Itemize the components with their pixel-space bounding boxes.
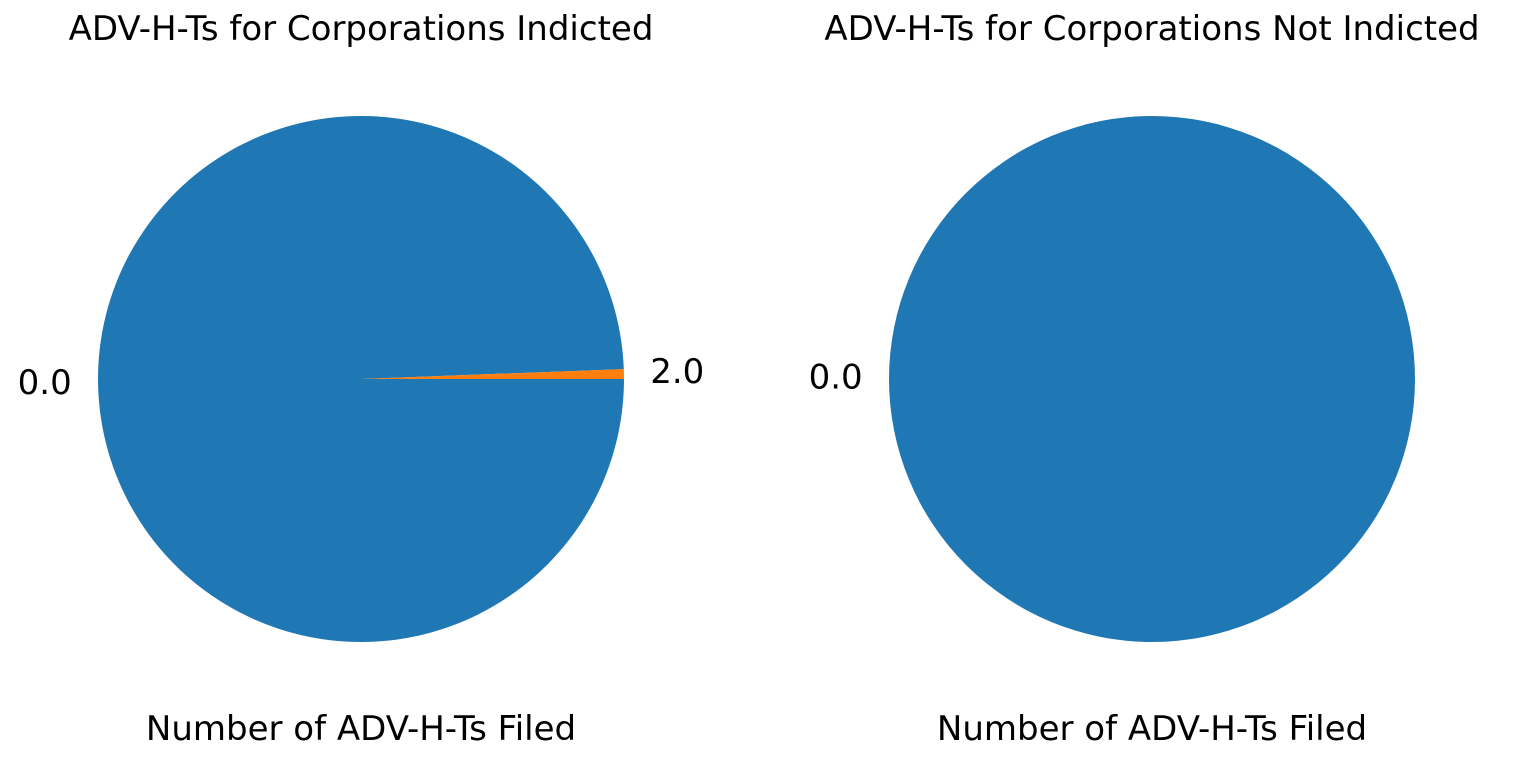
pie-slice-2-0 xyxy=(361,369,624,379)
pie-label-0-0: 0.0 xyxy=(809,358,863,398)
chart-title: ADV-H-Ts for Corporations Indicted xyxy=(69,9,654,49)
chart-title: ADV-H-Ts for Corporations Not Indicted xyxy=(824,9,1479,49)
pie-slices xyxy=(889,116,1415,642)
x-axis-label: Number of ADV-H-Ts Filed xyxy=(937,709,1367,749)
pie-slice-0-0 xyxy=(98,115,625,642)
x-axis-label: Number of ADV-H-Ts Filed xyxy=(146,709,576,749)
pie-label-0-0: 0.0 xyxy=(18,363,72,403)
pie-label-2-0: 2.0 xyxy=(650,352,704,392)
pie-chart-not-indicted: ADV-H-Ts for Corporations Not Indicted 0… xyxy=(809,9,1480,749)
pie-chart-indicted: ADV-H-Ts for Corporations Indicted 0.0 2.… xyxy=(18,9,705,749)
pie-labels: 0.0 2.0 xyxy=(18,352,705,403)
pie-slice-0-0 xyxy=(889,116,1415,642)
pie-labels: 0.0 xyxy=(809,358,863,398)
pie-slices xyxy=(98,115,625,642)
